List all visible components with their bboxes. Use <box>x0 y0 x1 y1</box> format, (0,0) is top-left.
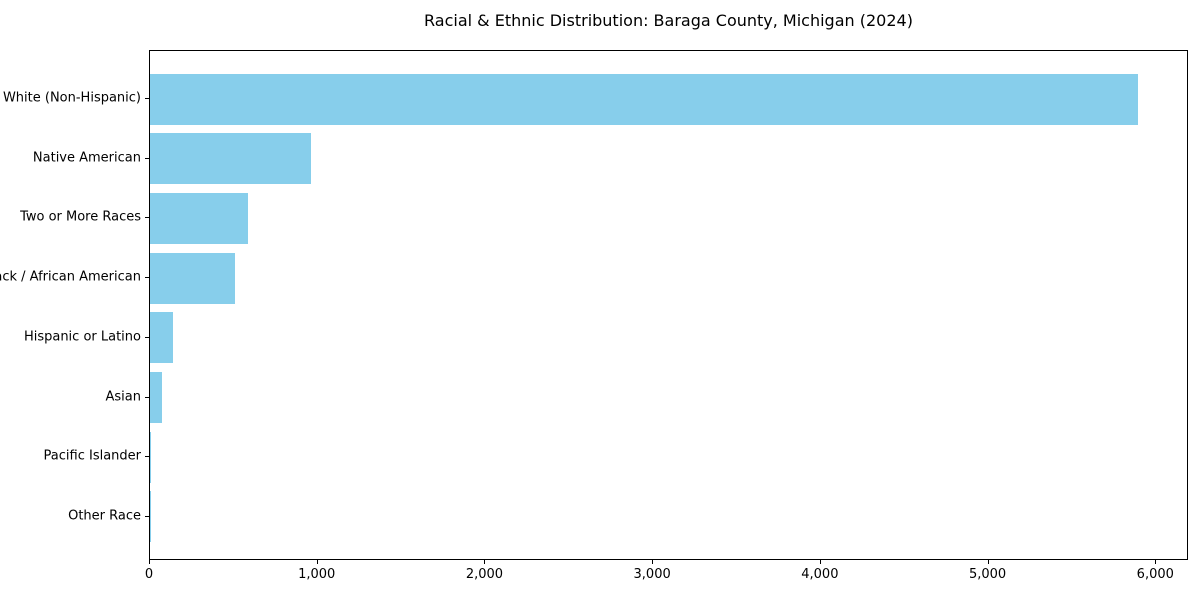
y-tick-label: Hispanic or Latino <box>23 329 141 345</box>
y-axis-tick <box>145 396 149 398</box>
y-axis-tick <box>145 277 149 279</box>
y-tick-label: White (Non-Hispanic) <box>2 90 141 106</box>
bar-asian <box>150 372 162 423</box>
y-tick-label: Other Race <box>68 508 141 524</box>
x-tick-label: 3,000 <box>633 567 671 582</box>
bar-native-american <box>150 133 311 185</box>
y-tick-label: Black / African American <box>0 269 141 285</box>
x-axis-tick <box>149 560 150 564</box>
y-axis-tick <box>145 336 149 338</box>
bar-two-or-more-races <box>150 192 249 244</box>
bar-white-non-hispanic <box>150 73 1138 125</box>
x-tick-label: 6,000 <box>1136 567 1174 582</box>
x-axis-tick <box>652 560 654 564</box>
bar-black-african-american <box>150 252 235 304</box>
y-axis-tick <box>145 515 149 517</box>
x-axis-tick <box>316 560 318 564</box>
bar-hispanic-or-latino <box>150 312 174 364</box>
y-axis-tick <box>145 217 149 219</box>
y-axis-tick <box>145 98 149 99</box>
x-tick-label: 5,000 <box>968 567 1007 582</box>
plot-area <box>149 50 1188 560</box>
y-tick-label: Pacific Islander <box>43 448 141 464</box>
x-axis-tick <box>987 560 989 564</box>
y-axis-tick <box>145 157 149 159</box>
x-axis-tick <box>819 560 821 564</box>
x-tick-label: 2,000 <box>465 567 504 582</box>
bar-pacific-islander <box>150 431 151 483</box>
y-tick-label: Two or More Races <box>20 209 141 225</box>
y-tick-label: Native American <box>32 150 141 166</box>
y-tick-label: Asian <box>105 389 141 404</box>
x-tick-label: 0 <box>144 567 154 582</box>
x-axis-tick <box>1155 560 1157 564</box>
x-axis-tick <box>484 560 486 564</box>
chart-title: Racial & Ethnic Distribution: Baraga Cou… <box>424 11 913 30</box>
x-tick-label: 4,000 <box>801 567 839 582</box>
bar-other-race <box>150 491 151 543</box>
x-tick-label: 1,000 <box>298 567 336 582</box>
y-axis-tick <box>145 456 149 458</box>
